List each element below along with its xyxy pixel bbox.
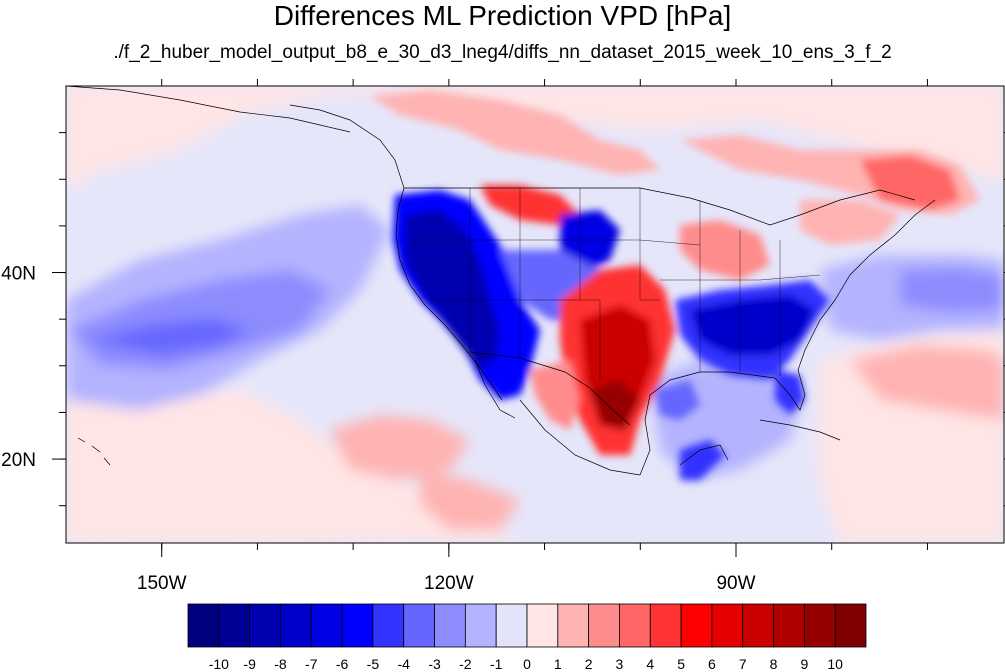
field-region-darkblue-western-us xyxy=(405,210,500,370)
field-region-red-canada-west xyxy=(370,90,660,175)
colorbar-label: -1 xyxy=(490,656,503,672)
lon-label: 120W xyxy=(424,573,474,594)
colorbar-swatch xyxy=(372,603,405,648)
colorbar-swatch xyxy=(218,603,251,648)
colorbar-swatch xyxy=(249,603,281,648)
colorbar-label: 4 xyxy=(646,656,654,672)
colorbar-label: 9 xyxy=(800,656,808,672)
coastline-hawaii xyxy=(77,437,111,466)
field-region-blue-yucatan xyxy=(680,440,725,480)
coastlines xyxy=(66,86,936,476)
field-region-red-quebec xyxy=(860,155,960,210)
map-subtitle: ./f_2_huber_model_output_b8_e_30_d3_lneg… xyxy=(113,42,892,63)
colorbar-swatch xyxy=(619,603,651,648)
colorbar-label: 3 xyxy=(616,656,624,672)
map-title: Differences ML Prediction VPD [hPa] xyxy=(273,0,732,31)
colorbar-label: -3 xyxy=(428,656,441,672)
coastline-east xyxy=(804,199,936,351)
colorbar-label: 2 xyxy=(585,656,593,672)
field-region-pink-north xyxy=(66,86,1004,190)
colorbar-swatch xyxy=(588,603,620,648)
colorbar-swatch xyxy=(187,603,220,648)
colorbar-swatch xyxy=(803,603,836,648)
colorbar-label: 6 xyxy=(708,656,716,672)
lon-label: 90W xyxy=(716,573,755,594)
coastline-bc xyxy=(289,104,405,189)
coastline-gulf xyxy=(639,371,776,476)
colorbar-label: -10 xyxy=(209,656,229,672)
map-field xyxy=(66,86,1004,543)
colorbar-label: -7 xyxy=(305,656,318,672)
colorbar-swatch xyxy=(310,603,343,648)
coastline-mexico-pacific xyxy=(519,399,641,476)
coastline-west xyxy=(395,187,503,401)
coastline-baja xyxy=(474,359,516,419)
field-region-blue-gulf-west xyxy=(655,380,700,420)
field-region-red-montana xyxy=(480,185,580,225)
colorbar-label: -2 xyxy=(459,656,472,672)
colorbar-swatch xyxy=(557,603,590,648)
colorbar-label: 0 xyxy=(523,656,531,672)
colorbar-label: 5 xyxy=(677,656,685,672)
colorbar-swatch xyxy=(280,603,312,648)
field-region-pink-greatlakes xyxy=(680,220,770,280)
colorbar-swatch xyxy=(526,603,559,648)
field-region-blue-florida xyxy=(775,370,805,415)
field-region-pink-atlantic-south xyxy=(850,345,1004,420)
coastline-florida xyxy=(774,349,806,411)
field-region-pink-northeast xyxy=(800,200,900,245)
colorbar-swatch xyxy=(773,603,805,648)
colorbar-swatch xyxy=(495,603,528,648)
colorbar-swatch xyxy=(403,603,435,648)
map-axes: 150W 120W 90W 40N 20N xyxy=(1,79,1005,594)
lon-label: 150W xyxy=(137,573,187,594)
colorbar-label: -8 xyxy=(274,656,287,672)
colorbar-swatch xyxy=(742,603,774,648)
colorbar-label: 10 xyxy=(827,656,843,672)
field-region-pink-mexico xyxy=(530,360,580,430)
colorbar-swatch xyxy=(341,603,374,648)
lat-label: 20N xyxy=(1,450,36,471)
field-region-red-texas-darkest xyxy=(590,380,640,430)
colorbar-label: -9 xyxy=(243,656,256,672)
field-region-pink-eastpac xyxy=(420,470,520,530)
colorbar-swatch xyxy=(711,603,744,648)
field-region-pink-hawaii-south xyxy=(330,415,470,480)
map-frame xyxy=(65,85,1005,544)
colorbar-label: 7 xyxy=(739,656,747,672)
colorbar-swatch xyxy=(649,603,682,648)
colorbar-swatch xyxy=(680,603,713,648)
colorbar-label: 1 xyxy=(554,656,562,672)
lat-label: 40N xyxy=(1,264,36,285)
colorbar: -10 -9 -8 -7 -6 -5 -4 -3 -2 -1 0 1 2 3 4 5 6 7 8 9 10 xyxy=(187,603,867,672)
colorbar-label: -6 xyxy=(336,656,349,672)
state-borders xyxy=(410,188,821,380)
field-region-blue-southeast-core xyxy=(690,295,815,355)
field-region-darkblue-pacific xyxy=(90,318,250,355)
colorbar-swatch xyxy=(834,603,867,648)
colorbar-swatch xyxy=(434,603,466,648)
border-us-mexico xyxy=(469,351,631,426)
coastline-yucatan xyxy=(679,444,729,466)
coastline-cuba xyxy=(759,419,841,441)
colorbar-swatch xyxy=(464,603,497,648)
field-region-blue-atlantic-core xyxy=(900,268,1004,312)
colorbar-label: -4 xyxy=(398,656,411,672)
colorbar-label: 8 xyxy=(770,656,778,672)
field-region-pink-subtropics xyxy=(66,380,520,543)
colorbar-label: -5 xyxy=(367,656,380,672)
coastline-alaska xyxy=(66,86,351,133)
